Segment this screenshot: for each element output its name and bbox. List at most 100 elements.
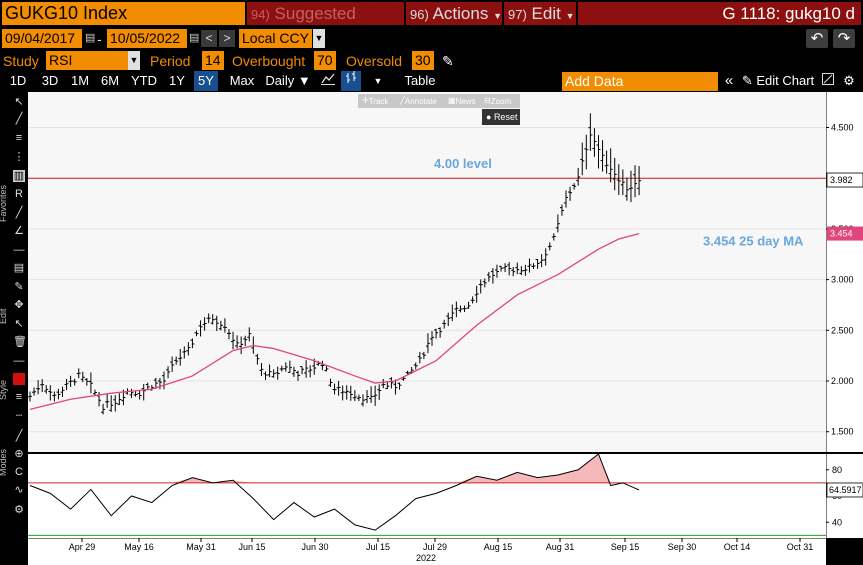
study-dropdown-icon[interactable]: ▼: [128, 51, 140, 70]
news-tool[interactable]: ▦ News: [448, 96, 476, 106]
retracement-icon[interactable]: R: [15, 188, 23, 200]
frequency-dropdown[interactable]: Daily ▼: [265, 73, 311, 88]
y-tick-label: 2.500: [831, 325, 854, 335]
edit-menu[interactable]: 97) Edit ▼: [504, 2, 576, 25]
period-button-6m[interactable]: 6M: [100, 73, 120, 88]
period-button-max[interactable]: Max: [229, 73, 255, 88]
channel-icon[interactable]: ⋮: [13, 151, 25, 163]
x-tick-label: Oct 14: [724, 542, 751, 552]
start-calendar-icon[interactable]: ▤: [85, 32, 96, 44]
start-date-field[interactable]: 09/04/2017: [2, 29, 82, 48]
x-tick-label: Sep 30: [668, 542, 697, 552]
crosshair-mode-icon[interactable]: ⊕: [14, 448, 24, 460]
overbought-field[interactable]: 70: [314, 51, 336, 70]
trendline-icon[interactable]: ╱: [15, 207, 23, 219]
currency-field[interactable]: Local CCY: [239, 29, 312, 48]
edit-select-icon[interactable]: ↖: [14, 318, 24, 330]
horizontal-line-icon[interactable]: —: [13, 244, 25, 256]
period-field[interactable]: 14: [202, 51, 224, 70]
y-axis-background: [826, 92, 863, 452]
redo-button[interactable]: ↷: [833, 29, 855, 48]
ticker-field[interactable]: GUKG10 Index: [2, 2, 245, 25]
color-swatch-icon[interactable]: [13, 373, 25, 385]
actions-label: Actions: [432, 4, 489, 23]
rsi-line: [29, 453, 640, 531]
modes-label: Modes: [0, 448, 8, 476]
currency-dropdown-icon[interactable]: ▼: [313, 29, 325, 48]
rsi-panel[interactable]: [28, 453, 826, 538]
add-data-field[interactable]: Add Data: [562, 72, 718, 91]
table-button[interactable]: Table: [404, 73, 436, 88]
next-period-button[interactable]: >: [219, 30, 235, 47]
period-label: Period: [150, 53, 191, 69]
ma-annotation: 3.454 25 day MA: [703, 234, 804, 249]
angle-line-icon[interactable]: ∠: [14, 225, 24, 237]
track-tool[interactable]: ✛ Track: [362, 96, 389, 106]
period-button-1y[interactable]: 1Y: [169, 73, 185, 88]
edit-chart-pencil-icon: ✎: [741, 73, 753, 88]
favorites-label: Favorites: [0, 184, 8, 222]
bar-tool-icon[interactable]: ▥: [13, 170, 25, 182]
line-style-icon[interactable]: —: [13, 355, 25, 367]
zoom-tool[interactable]: ⊟ Zoom: [484, 96, 512, 106]
zoom-mode-icon[interactable]: ╱: [15, 430, 23, 442]
modes-line-icon[interactable]: ∿: [14, 484, 24, 496]
study-field[interactable]: RSI: [46, 51, 128, 70]
edit-chart-label: Edit Chart: [756, 73, 815, 88]
oversold-field[interactable]: 30: [412, 51, 434, 70]
rsi-y-axis: 40608064.5917: [825, 454, 863, 538]
end-calendar-icon[interactable]: ▤: [189, 32, 200, 44]
price-chart-panel[interactable]: 4.00 level 3.454 25 day MA: [28, 92, 826, 452]
end-date-field[interactable]: 10/05/2022: [107, 29, 187, 48]
actions-menu[interactable]: 96) Actions ▼: [406, 2, 502, 25]
edit-side-label: Edit: [0, 308, 8, 324]
settings-gear-icon[interactable]: ⚙: [14, 504, 24, 516]
pencil-icon[interactable]: ✎: [442, 53, 454, 69]
price-y-axis: 1.5002.0002.5003.0003.5004.0004.5003.982…: [825, 92, 863, 452]
modes-c-icon[interactable]: C: [15, 466, 23, 478]
dash-style-icon[interactable]: ┄: [15, 410, 23, 422]
chart-title: G 1118: gukg10 d: [578, 2, 861, 25]
last-price-tag: [826, 172, 863, 188]
price-chart[interactable]: 4.00 level 3.454 25 day MA: [28, 92, 826, 452]
edit-chart-button[interactable]: ✎ Edit Chart: [740, 71, 816, 91]
reset-label: Reset: [493, 112, 518, 122]
line-draw-icon[interactable]: ╱: [15, 113, 23, 125]
period-button-1d[interactable]: 1D: [9, 73, 27, 88]
x-tick-label: Jul 29: [423, 542, 447, 552]
moving-average-line: [29, 232, 640, 411]
period-button-ytd[interactable]: YTD: [131, 73, 157, 88]
previous-period-button[interactable]: <: [201, 30, 217, 47]
chart-settings-icon[interactable]: [820, 71, 836, 91]
last-price-tag-label: 3.982: [830, 175, 853, 185]
collapse-arrows-icon[interactable]: «: [724, 72, 734, 89]
undo-button[interactable]: ↶: [806, 29, 828, 48]
annotate-tool[interactable]: ╱ Annotate: [400, 96, 437, 106]
band-icon[interactable]: ▤: [13, 262, 25, 274]
fibonacci-icon[interactable]: ≡: [15, 132, 23, 144]
bar-chart-icon[interactable]: [341, 71, 361, 91]
y-tick-label: 3.000: [831, 275, 854, 285]
chart-type-dropdown-icon[interactable]: ▼: [373, 76, 383, 86]
thickness-icon[interactable]: ≡: [15, 391, 23, 403]
x-axis: Apr 29 May 16 May 31 Jun 15 Jun 30 Jul 15 Jul …: [28, 537, 826, 565]
line-chart-icon[interactable]: [318, 71, 338, 91]
rsi-chart[interactable]: [28, 453, 826, 538]
y-tick-label: 4.500: [831, 122, 854, 132]
ma-tag-label: 3.454: [830, 229, 853, 239]
cursor-icon[interactable]: ↖: [14, 96, 24, 108]
zoom-label: Zoom: [490, 97, 512, 106]
study-label: Study: [3, 53, 39, 69]
gear-icon[interactable]: ⚙: [843, 73, 855, 88]
x-tick-label: Oct 31: [787, 542, 814, 552]
delete-icon[interactable]: 🗑: [13, 336, 27, 348]
period-button-1m[interactable]: 1M: [70, 73, 90, 88]
move-icon[interactable]: ✥: [14, 299, 24, 311]
rsi-overbought-fill: [30, 454, 640, 483]
period-button-5y[interactable]: 5Y: [194, 71, 218, 91]
reset-button[interactable]: ● Reset: [482, 109, 520, 125]
pen-icon[interactable]: ✎: [14, 281, 24, 293]
suggested-charts-menu[interactable]: 94) Suggested Charts: [247, 2, 404, 47]
period-button-3d[interactable]: 3D: [41, 73, 59, 88]
